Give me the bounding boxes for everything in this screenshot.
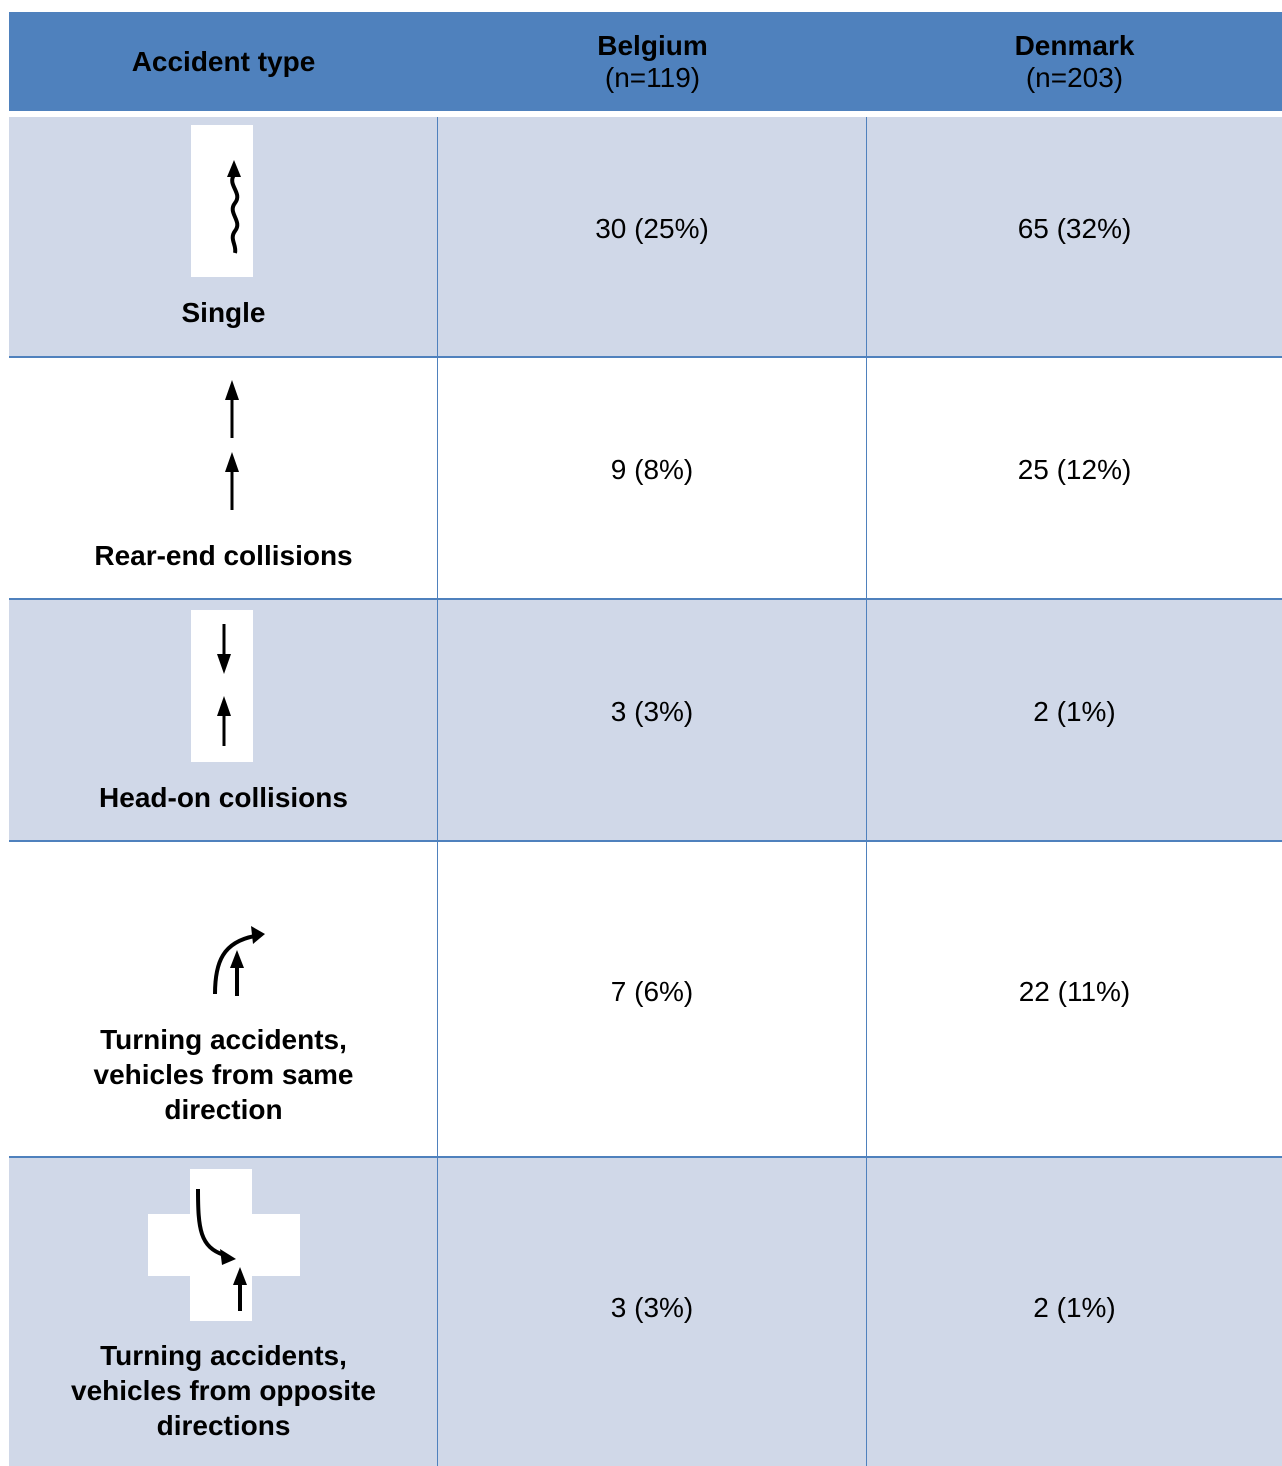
accident-type-cell: Turning accidents, vehicles from same di… [9, 842, 438, 1156]
table-row: Head-on collisions 3 (3%) 2 (1%) [9, 600, 1282, 840]
accident-type-label: Turning accidents, vehicles from opposit… [9, 1338, 438, 1443]
header-col3-title: Denmark [1014, 29, 1135, 61]
header-col2-sub: (n=119) [604, 61, 701, 93]
belgium-value: 3 (3%) [610, 1292, 694, 1323]
header-denmark: Denmark (n=203) [867, 12, 1282, 111]
accident-type-cell: Rear-end collisions [9, 358, 438, 598]
denmark-cell: 22 (11%) [867, 842, 1282, 1156]
row-divider [9, 598, 1282, 600]
denmark-cell: 25 (12%) [867, 358, 1282, 598]
accident-type-label: Head-on collisions [99, 782, 348, 813]
wavy-arrow-up-icon [191, 125, 253, 277]
accident-type-cell: Single [9, 117, 438, 356]
two-arrows-up-icon [192, 368, 254, 520]
table-header: Accident type Belgium (n=119) Denmark (n… [9, 12, 1282, 111]
header-col2-title: Belgium [597, 29, 708, 61]
denmark-value: 65 (32%) [1017, 213, 1132, 244]
row-divider [9, 840, 1282, 842]
belgium-cell: 30 (25%) [438, 117, 867, 356]
accident-type-label: Single [181, 297, 266, 328]
accident-type-label: Rear-end collisions [94, 540, 353, 571]
table-row: Rear-end collisions 9 (8%) 25 (12%) [9, 358, 1282, 598]
accident-type-label: Turning accidents, vehicles from same di… [9, 1022, 438, 1127]
belgium-value: 3 (3%) [610, 696, 694, 727]
arrows-opposing-icon [191, 610, 253, 762]
label-line: Turning accidents, [100, 1340, 347, 1371]
header-accident-type: Accident type [9, 12, 438, 111]
denmark-cell: 2 (1%) [867, 600, 1282, 840]
turn-same-direction-icon [199, 902, 271, 1002]
belgium-value: 7 (6%) [610, 976, 694, 1007]
accident-type-cell: Head-on collisions [9, 600, 438, 840]
turn-opposite-direction-icon [148, 1214, 300, 1276]
turn-opposite-arrows-icon [196, 1188, 247, 1311]
belgium-value: 9 (8%) [610, 454, 694, 485]
belgium-cell: 9 (8%) [438, 358, 867, 598]
belgium-cell: 3 (3%) [438, 600, 867, 840]
label-line: direction [164, 1094, 283, 1125]
label-line: vehicles from opposite [71, 1375, 376, 1406]
denmark-value: 22 (11%) [1018, 976, 1131, 1007]
denmark-cell: 65 (32%) [867, 117, 1282, 356]
row-divider [9, 356, 1282, 358]
header-col1-label: Accident type [131, 45, 316, 77]
table-row: Turning accidents, vehicles from same di… [9, 842, 1282, 1156]
denmark-value: 2 (1%) [1033, 1292, 1116, 1323]
table-row: Single 30 (25%) 65 (32%) [9, 117, 1282, 356]
label-line: directions [156, 1410, 291, 1441]
belgium-value: 30 (25%) [595, 213, 709, 244]
header-belgium: Belgium (n=119) [438, 12, 867, 111]
row-divider [9, 1156, 1282, 1158]
belgium-cell: 7 (6%) [438, 842, 867, 1156]
header-col3-sub: (n=203) [1025, 61, 1124, 93]
belgium-cell: 3 (3%) [438, 1158, 867, 1466]
denmark-value: 25 (12%) [1017, 454, 1132, 485]
table-row: Turning accidents, vehicles from opposit… [9, 1158, 1282, 1466]
accident-type-cell: Turning accidents, vehicles from opposit… [9, 1158, 438, 1466]
denmark-value: 2 (1%) [1033, 696, 1116, 727]
denmark-cell: 2 (1%) [867, 1158, 1282, 1466]
label-line: Turning accidents, [100, 1024, 347, 1055]
label-line: vehicles from same [93, 1059, 354, 1090]
